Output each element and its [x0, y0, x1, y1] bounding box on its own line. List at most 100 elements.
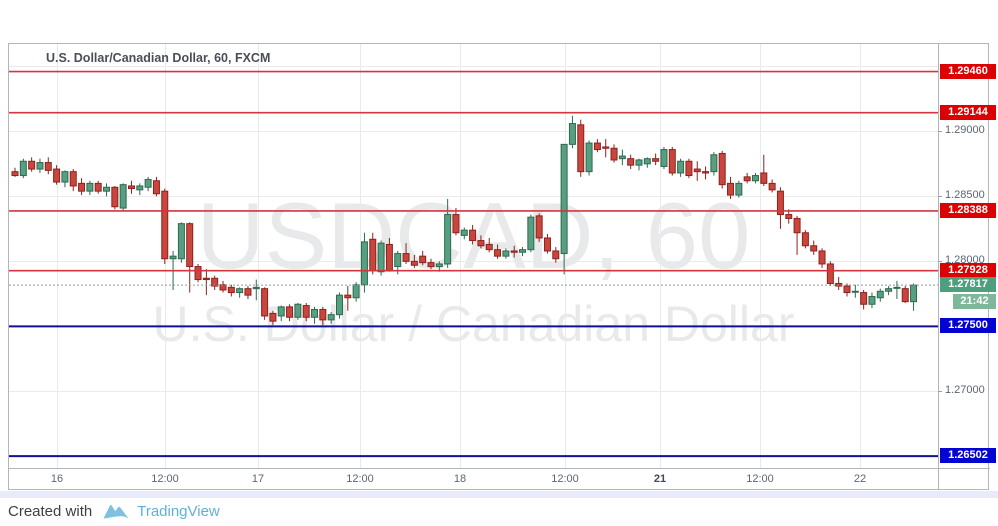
candle-body — [435, 263, 443, 268]
candle-body — [427, 262, 435, 268]
candle-body — [743, 176, 751, 182]
time-tick-label: 12:00 — [551, 473, 579, 485]
candle-body — [136, 185, 144, 191]
candle-body — [851, 290, 859, 293]
last-price-badge: 1.27817 — [940, 277, 996, 292]
candle-body — [469, 229, 477, 242]
candle-body — [519, 249, 527, 253]
candle-body — [44, 162, 52, 171]
candle-body — [627, 158, 635, 166]
candle-body — [36, 162, 44, 170]
candle-body — [826, 263, 834, 284]
red-price-badge: 1.28388 — [940, 203, 996, 218]
candle-body — [194, 266, 202, 281]
symbol-title: U.S. Dollar/Canadian Dollar, 60, FXCM — [46, 51, 271, 65]
price-tick-label: 1.29000 — [945, 124, 985, 136]
candle-body — [53, 168, 61, 183]
bottom-strip — [0, 491, 998, 498]
candle-body — [311, 308, 319, 318]
candle-body — [768, 182, 776, 191]
time-axis[interactable]: 16 12:00 17 12:00 18 12:00 21 12:00 22 — [9, 469, 938, 490]
candle-body — [177, 223, 185, 260]
candle-body — [677, 160, 685, 174]
candle-body — [236, 288, 244, 294]
candle-body — [535, 215, 543, 239]
price-tick — [938, 131, 942, 132]
candle-body — [477, 240, 485, 247]
tradingview-logo-icon — [103, 504, 129, 519]
time-tick-label: 16 — [50, 473, 64, 485]
candle-body — [11, 171, 19, 177]
time-tick-label: 22 — [853, 473, 867, 485]
candle-body — [568, 123, 576, 145]
candle-body — [801, 232, 809, 247]
price-tick-label: 1.28500 — [945, 189, 985, 201]
candle-body — [760, 172, 768, 184]
price-tick — [938, 261, 942, 262]
candle-body — [843, 285, 851, 294]
candle-body — [668, 149, 676, 174]
price-tick — [938, 196, 942, 197]
candle-body — [261, 288, 269, 317]
candle-body — [369, 238, 377, 271]
candle-body — [718, 152, 726, 186]
candle-body — [577, 124, 585, 173]
candle-body — [785, 214, 793, 219]
candle-body — [560, 143, 568, 255]
time-tick-label: 18 — [453, 473, 467, 485]
candle-body — [252, 286, 260, 290]
candle-body — [202, 277, 210, 281]
candle-body — [510, 250, 518, 253]
candle-body — [335, 294, 343, 316]
tradingview-label: TradingView — [137, 502, 220, 520]
candle-body — [543, 237, 551, 252]
candle-body — [444, 214, 452, 265]
candle-body — [152, 180, 160, 195]
candle-body — [876, 290, 884, 299]
candle-body — [344, 294, 352, 299]
candle-body — [751, 175, 759, 182]
candle-body — [86, 182, 94, 192]
candle-body — [660, 149, 668, 167]
time-tick-label: 12:00 — [151, 473, 179, 485]
candle-body — [552, 250, 560, 260]
candle-body — [793, 217, 801, 234]
candle-body — [893, 286, 901, 289]
price-axis[interactable]: 1.29000 1.28500 1.28000 1.27000 1.29460 1.291… — [938, 44, 998, 468]
candle-body — [652, 158, 660, 162]
time-tick-label: 12:00 — [746, 473, 774, 485]
candle-body — [394, 253, 402, 268]
candle-body — [319, 308, 327, 321]
candle-body — [360, 241, 368, 286]
blue-price-badge: 1.27500 — [940, 318, 996, 333]
candle-body — [494, 249, 502, 257]
candle-body — [377, 242, 385, 273]
candle-body — [710, 154, 718, 173]
candle-body — [810, 245, 818, 252]
candle-body — [286, 306, 294, 318]
candle-body — [186, 223, 194, 268]
candle-body — [502, 250, 510, 257]
candle-body — [735, 182, 743, 196]
candle-body — [410, 260, 418, 266]
price-chart[interactable] — [9, 44, 938, 468]
candle-body — [610, 147, 618, 161]
candle-body — [593, 142, 601, 151]
candle-body — [910, 284, 918, 303]
candle-body — [460, 229, 468, 236]
red-price-badge: 1.29460 — [940, 64, 996, 79]
tradingview-link[interactable]: TradingView — [102, 501, 220, 521]
time-axis-separator — [8, 468, 990, 469]
candle-body — [244, 288, 252, 296]
candle-body — [61, 171, 69, 183]
candle-body — [818, 250, 826, 265]
candle-body — [127, 185, 135, 190]
candle-body — [527, 216, 535, 251]
candle-body — [302, 305, 310, 318]
candle-body — [618, 155, 626, 160]
candle-body — [94, 182, 102, 192]
candle-body — [685, 160, 693, 177]
price-tick — [938, 391, 942, 392]
candle-body — [352, 284, 360, 299]
